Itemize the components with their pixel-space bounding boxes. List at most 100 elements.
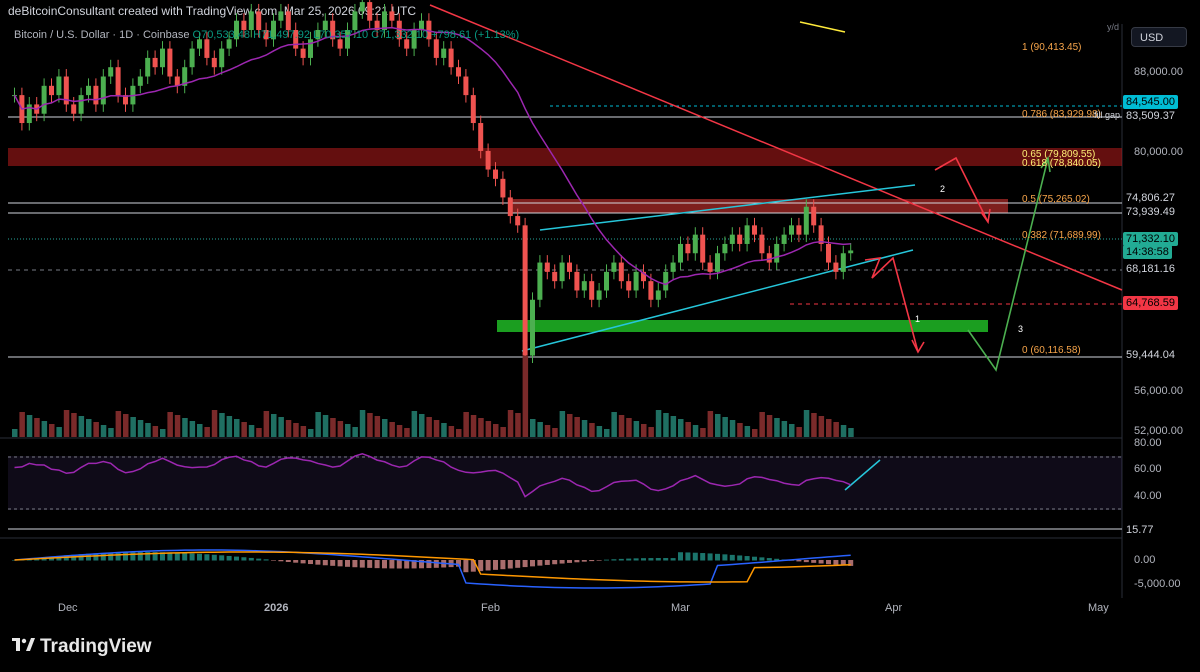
candle-body [211, 57, 217, 68]
rsi-tick: 40.00 [1134, 490, 1162, 502]
candle-body [530, 299, 535, 356]
volume-bar [463, 412, 469, 437]
volume-bar [796, 427, 802, 437]
candle-body [641, 271, 646, 282]
volume-bar [663, 413, 669, 437]
macd-histogram-bar [663, 558, 669, 561]
volume-bar [559, 411, 566, 437]
candle-body [49, 85, 54, 96]
candle-body [241, 20, 247, 30]
candle-body [93, 85, 99, 105]
price-label: 83,509.37 [1123, 109, 1178, 123]
macd-histogram-bar [818, 560, 824, 564]
candle-body [485, 150, 491, 170]
volume-bar [204, 427, 210, 437]
volume-bar [641, 424, 647, 437]
volume-bar [848, 428, 854, 437]
candle-body [700, 234, 706, 263]
tradingview-brand[interactable]: TradingView [40, 636, 152, 657]
volume-bar [219, 413, 225, 437]
candle-body [574, 271, 580, 291]
rsi-line [14, 452, 851, 498]
time-tick: May [1088, 602, 1109, 614]
volume-bar [596, 426, 603, 437]
volume-bar [515, 413, 521, 437]
fib-label: 0.382 (71,689.99) [1022, 230, 1101, 241]
candle-body [544, 262, 550, 272]
price-label: 73,939.49 [1123, 205, 1178, 219]
volume-bar [774, 418, 780, 437]
macd-histogram-bar [137, 552, 143, 561]
scale-mode-label[interactable]: y/d [1107, 22, 1120, 32]
last-price-label: 71,332.10 [1123, 232, 1178, 246]
volume-bar [567, 414, 573, 437]
macd-histogram-bar [493, 560, 498, 570]
scenario-2-path [934, 156, 989, 223]
candle-body [729, 234, 735, 244]
volume-bar [49, 424, 55, 437]
candle-body [248, 11, 254, 31]
volume-bar [130, 417, 136, 437]
candle-body [115, 67, 121, 96]
candle-body [433, 39, 439, 58]
candle-body [522, 225, 528, 356]
volume-bar [345, 424, 351, 437]
macd-histogram-bar [774, 558, 780, 561]
symbol-title: Bitcoin / U.S. Dollar · 1D · Coinbase [14, 29, 190, 41]
candle-body [308, 39, 313, 58]
macd-histogram-bar [641, 558, 646, 561]
price-chart-canvas[interactable] [0, 0, 1200, 618]
resistance-zone-lower [508, 199, 1008, 213]
channel-bottom-line [521, 249, 914, 352]
price-tick: 56,000.00 [1134, 385, 1183, 397]
candle-body [648, 281, 654, 300]
candle-body [766, 253, 772, 263]
volume-bar [278, 417, 284, 437]
volume-bar [337, 421, 344, 437]
volume-bar [145, 423, 151, 437]
macd-histogram-bar [737, 555, 743, 561]
volume-bar [382, 419, 388, 437]
candle-body [759, 234, 765, 254]
macd-histogram-bar [374, 560, 380, 569]
volume-bar [648, 427, 654, 437]
macd-histogram-bar [567, 560, 572, 563]
volume-bar [478, 418, 484, 437]
macd-histogram-bar [189, 553, 195, 561]
macd-histogram-bar [182, 552, 188, 561]
volume-bar [826, 419, 832, 437]
macd-histogram-bar [271, 560, 276, 561]
macd-histogram-bar [330, 560, 336, 566]
candle-body [722, 243, 728, 254]
rsi-tick: 80.00 [1134, 437, 1162, 449]
candle-body [789, 225, 794, 235]
volume-bar [670, 416, 677, 437]
macd-line [14, 549, 851, 589]
volume-bar [160, 429, 166, 437]
candle-body [744, 225, 750, 244]
volume-bar [707, 411, 714, 437]
currency-button[interactable]: USD [1131, 27, 1187, 47]
macd-histogram-bar [115, 552, 121, 561]
volume-bar [234, 419, 240, 437]
candle-body [56, 76, 62, 96]
candle-body [840, 253, 846, 272]
macd-histogram-bar [766, 558, 772, 561]
macd-histogram-bar [596, 560, 602, 561]
ohlc-close: C71,332.10 [371, 29, 429, 41]
candle-body [618, 262, 624, 282]
volume-bar [300, 426, 307, 437]
candle-body [204, 39, 210, 58]
candle-body [559, 262, 565, 282]
volume-bar [26, 415, 33, 437]
volume-bar [604, 429, 610, 437]
candle-body [678, 243, 683, 263]
volume-bar [700, 428, 706, 437]
volume-bar [34, 418, 40, 437]
candle-body [137, 76, 143, 86]
price-label-line: 64,768.59 [1123, 296, 1178, 310]
volume-bar [374, 416, 381, 437]
candle-body [367, 2, 373, 21]
macd-histogram-bar [359, 560, 365, 568]
